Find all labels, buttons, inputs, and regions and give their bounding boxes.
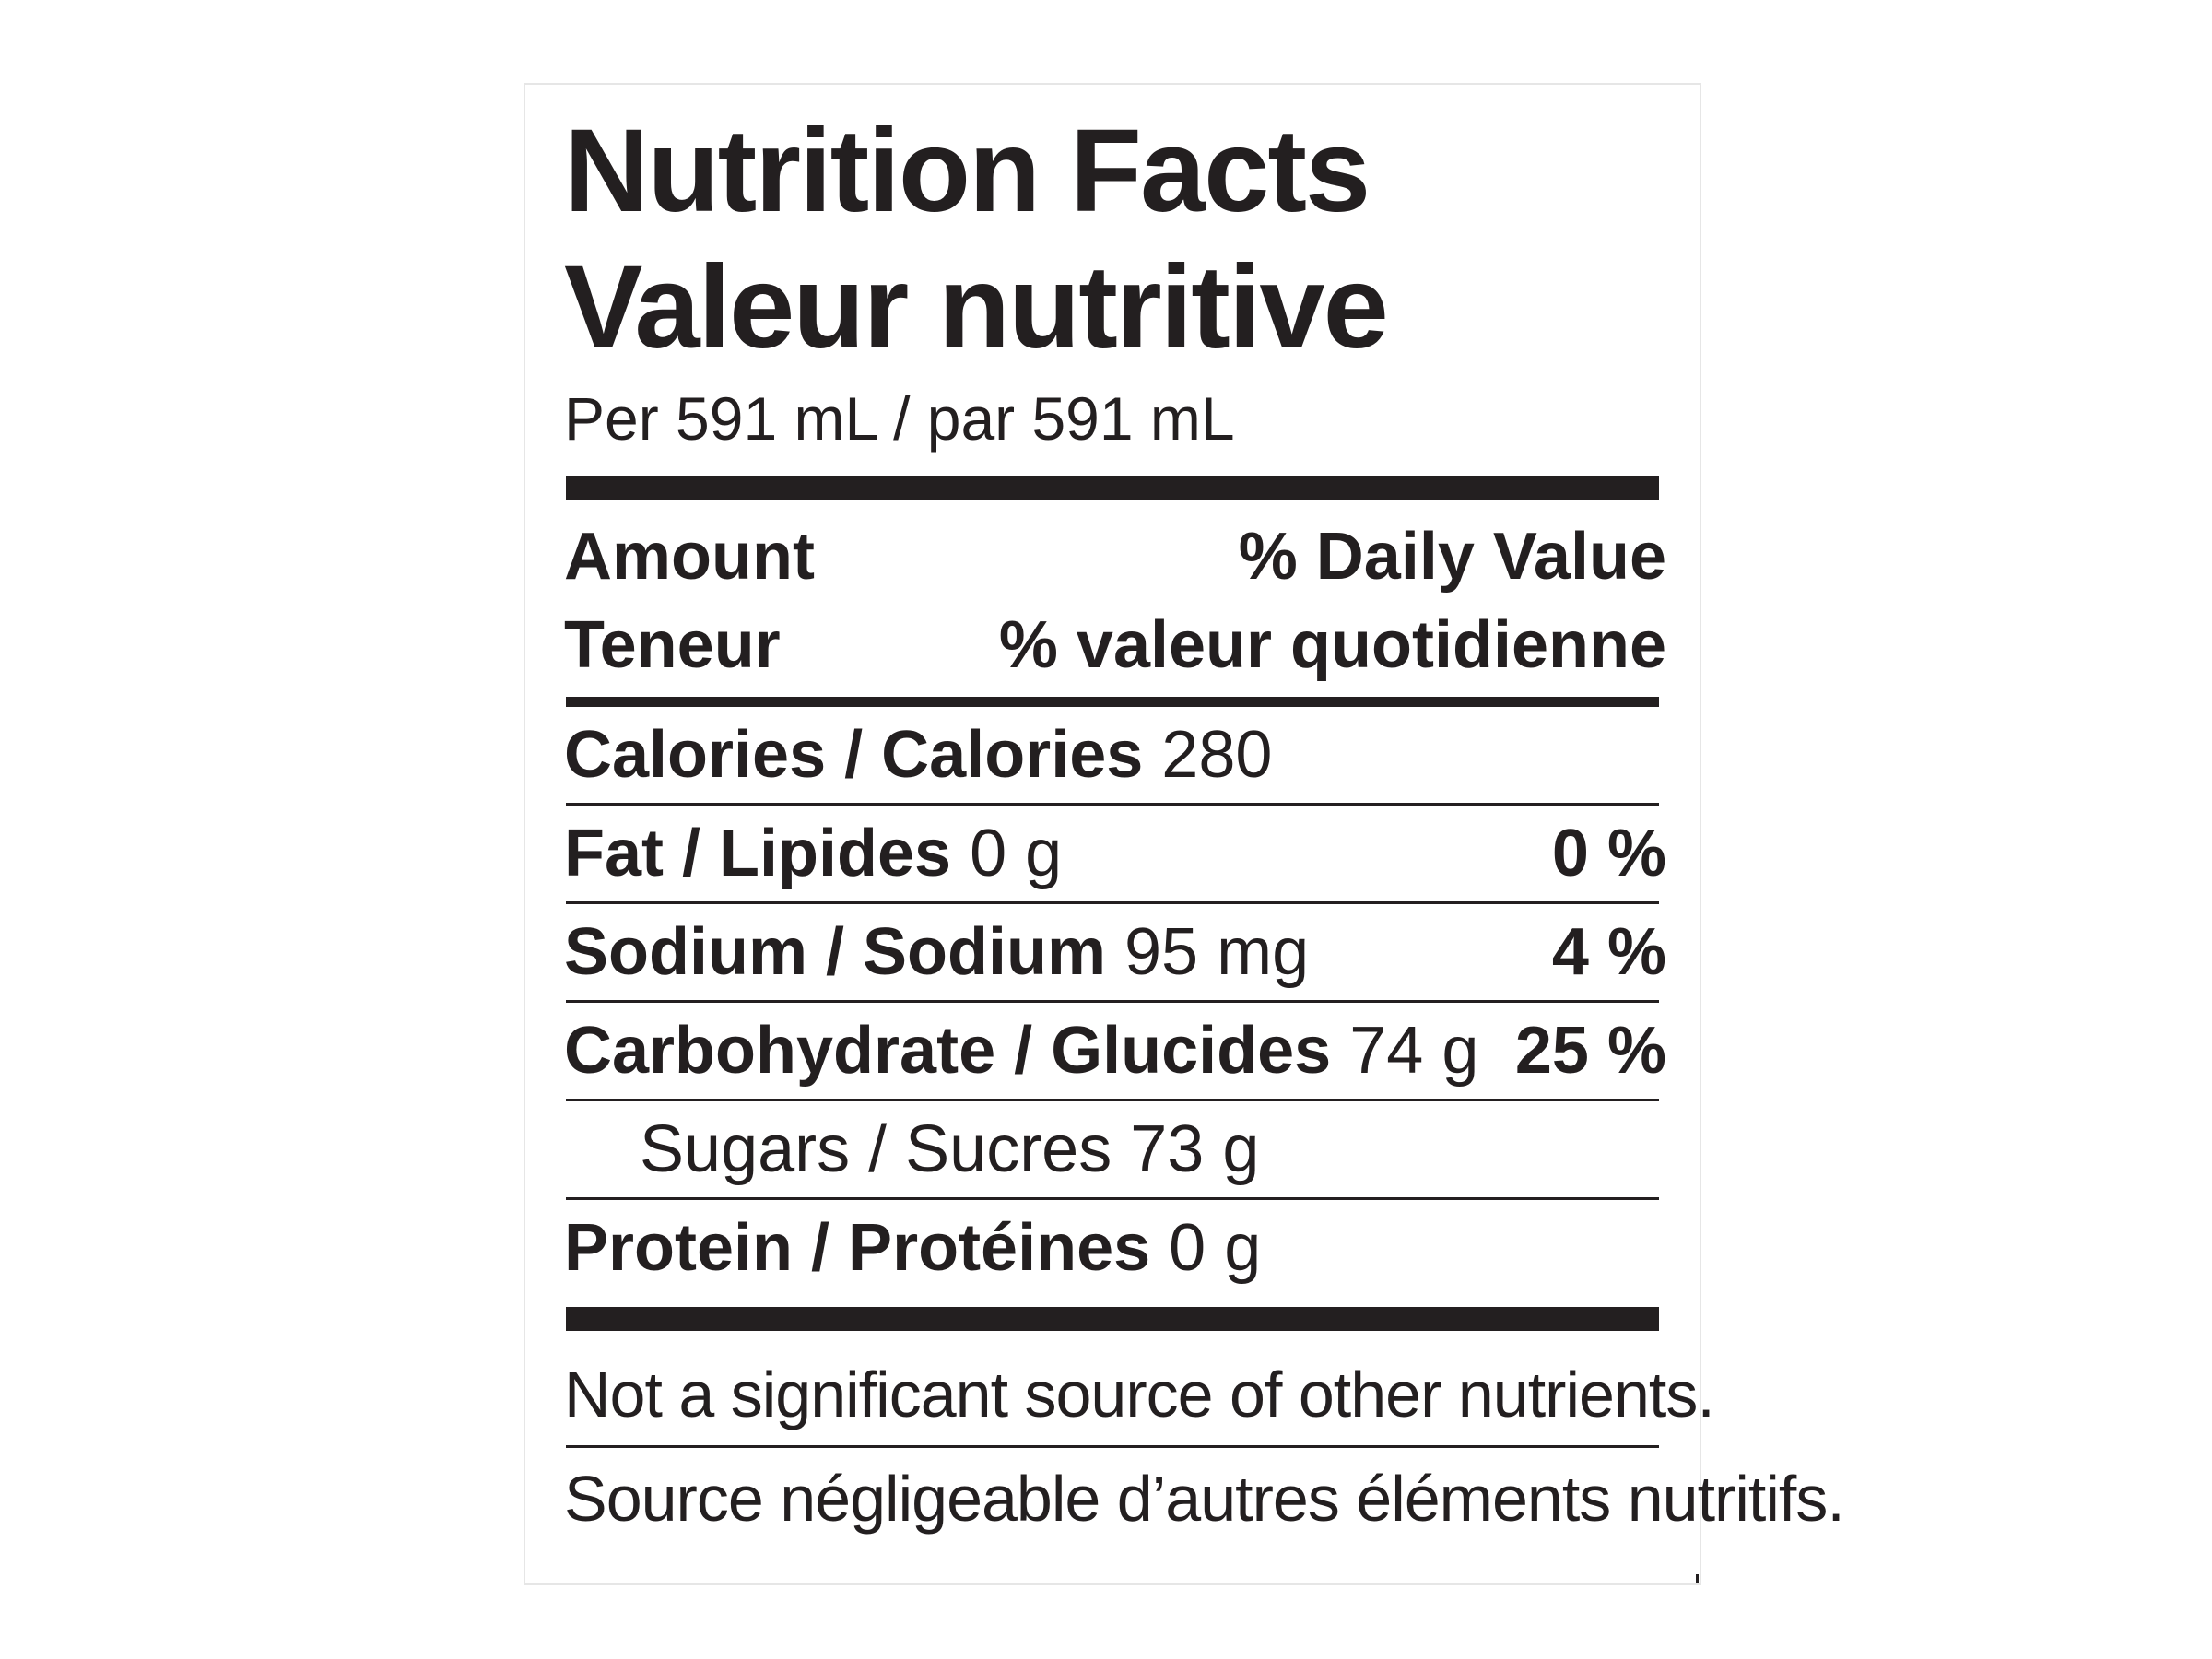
nutrient-row-fat: Fat / Lipides 0 g 0 % [564, 806, 1666, 901]
footnote-french: Source négligeable d’autres éléments nut… [564, 1463, 1845, 1535]
nutrient-row-sodium: Sodium / Sodium 95 mg 4 % [564, 904, 1666, 1000]
daily-value-heading: % Daily Value [1238, 520, 1666, 594]
divider [566, 1197, 1659, 1200]
amount-heading: Amount [564, 520, 815, 594]
nutrient-row-protein: Protein / Protéines 0 g [564, 1200, 1666, 1296]
calories-value: 280 [1161, 718, 1273, 792]
nutrient-name: Sodium / Sodium [564, 915, 1106, 989]
title-english: Nutrition Facts [564, 105, 1371, 237]
footnote-english: Not a significant source of other nutrie… [564, 1359, 1715, 1430]
nutrient-amount: 95 mg [1124, 915, 1310, 989]
thick-divider [566, 476, 1659, 500]
valeur-quotidienne-heading: % valeur quotidienne [998, 608, 1666, 682]
nutrient-daily-value: 4 % [1551, 915, 1666, 989]
divider [566, 1099, 1659, 1101]
title-french: Valeur nutritive [564, 241, 1389, 373]
nutrient-row-sugars: Sugars / Sucres 73 g [564, 1101, 1666, 1197]
teneur-heading: Teneur [564, 608, 781, 682]
corner-tick-mark [1696, 1574, 1699, 1583]
nutrient-amount: 74 g [1349, 1014, 1479, 1088]
nutrient-name: Carbohydrate / Glucides [564, 1014, 1332, 1088]
calories-row: Calories / Calories 280 [564, 707, 1666, 803]
calories-label: Calories / Calories [564, 718, 1144, 792]
nutrient-amount: 73 g [1130, 1112, 1260, 1186]
nutrient-daily-value: 0 % [1551, 817, 1666, 890]
nutrition-facts-label: Nutrition Facts Valeur nutritive Per 591… [564, 103, 1845, 1549]
thick-divider [566, 1307, 1659, 1331]
nutrient-amount: 0 g [1169, 1211, 1262, 1285]
nutrient-amount: 0 g [970, 817, 1063, 890]
divider [566, 901, 1659, 904]
divider [566, 1445, 1659, 1448]
divider [566, 1000, 1659, 1003]
nutrient-name: Fat / Lipides [564, 817, 952, 890]
serving-size: Per 591 mL / par 591 mL [564, 384, 1235, 453]
nutrient-name: Protein / Protéines [564, 1211, 1151, 1285]
medium-divider [566, 697, 1659, 707]
label-panel [524, 83, 1701, 1585]
header-row-english: Amount % Daily Value [564, 512, 1666, 601]
nutrient-daily-value: 25 % [1514, 1014, 1666, 1088]
nutrient-name: Sugars / Sucres [640, 1112, 1112, 1186]
nutrient-row-carbohydrate: Carbohydrate / Glucides 74 g 25 % [564, 1003, 1666, 1099]
header-row-french: Teneur % valeur quotidienne [564, 601, 1666, 689]
divider [566, 803, 1659, 806]
